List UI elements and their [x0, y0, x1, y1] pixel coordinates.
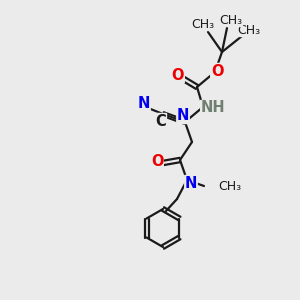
- Text: CH₃: CH₃: [191, 17, 214, 31]
- Text: CH₃: CH₃: [219, 14, 243, 26]
- Text: O: O: [151, 154, 163, 169]
- Text: N: N: [177, 109, 189, 124]
- Text: N: N: [138, 95, 150, 110]
- Text: O: O: [211, 64, 223, 79]
- Text: O: O: [172, 68, 184, 82]
- Text: N: N: [185, 176, 197, 190]
- Text: C: C: [156, 113, 167, 128]
- Text: CH₃: CH₃: [218, 181, 241, 194]
- Text: NH: NH: [201, 100, 225, 116]
- Text: CH₃: CH₃: [237, 23, 261, 37]
